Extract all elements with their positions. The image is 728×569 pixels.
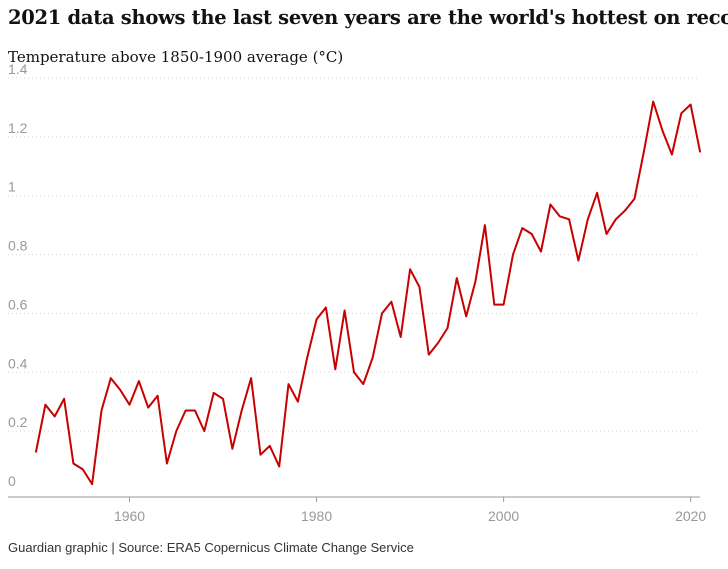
series-layer [35,100,701,486]
y-tick-label: 0.2 [8,414,28,430]
chart-title: 2021 data shows the last seven years are… [8,6,728,29]
x-tick-label: 1980 [301,508,332,524]
source-note: Guardian graphic | Source: ERA5 Copernic… [8,540,414,555]
y-tick-label: 0.8 [8,238,28,254]
x-axis-ticks: 1960 1980 2000 2020 [114,497,706,524]
y-tick-label: 1.2 [8,120,28,136]
x-tick-label: 2000 [488,508,519,524]
gridlines [8,77,700,432]
x-tick-label: 2020 [675,508,706,524]
y-axis-ticks: 0 0.2 0.4 0.6 0.8 1 1.2 1.4 [8,61,28,489]
y-tick-label: 0.6 [8,296,28,312]
x-tick-label: 1960 [114,508,145,524]
y-tick-label: 1 [8,179,16,195]
chart-subtitle: Temperature above 1850-1900 average (°C) [8,48,344,66]
y-tick-label: 0.4 [8,355,28,371]
series-line [35,100,701,486]
y-tick-label: 1.4 [8,61,28,77]
y-tick-label: 0 [8,473,16,489]
